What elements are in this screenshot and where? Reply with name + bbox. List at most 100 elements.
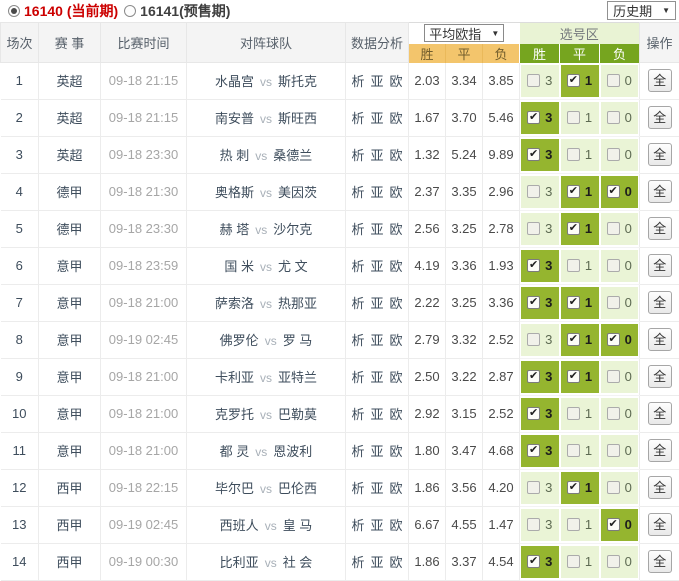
analysis-link[interactable]: 析 (351, 518, 364, 533)
analysis-link[interactable]: 析 (351, 74, 364, 89)
pick-win-cell[interactable]: 3 (520, 247, 560, 284)
analysis-link[interactable]: 析 (351, 148, 364, 163)
pick-draw-cell[interactable]: 1 (560, 210, 600, 247)
analysis-link[interactable]: 析 (351, 370, 364, 385)
asian-odds-link[interactable]: 亚 (370, 259, 383, 274)
pick-lose-cell[interactable]: 0 (600, 358, 640, 395)
european-odds-link[interactable]: 欧 (390, 296, 403, 311)
analysis-link[interactable]: 析 (351, 296, 364, 311)
period-current-option[interactable]: 16140 (当前期) (8, 1, 118, 21)
european-odds-link[interactable]: 欧 (390, 481, 403, 496)
select-all-button[interactable]: 全 (648, 513, 672, 536)
pick-lose-cell[interactable]: 0 (600, 469, 640, 506)
analysis-link[interactable]: 析 (351, 111, 364, 126)
select-all-button[interactable]: 全 (648, 69, 672, 92)
pick-win-cell[interactable]: 3 (520, 284, 560, 321)
select-all-button[interactable]: 全 (648, 402, 672, 425)
analysis-link[interactable]: 析 (351, 259, 364, 274)
select-all-button[interactable]: 全 (648, 439, 672, 462)
asian-odds-link[interactable]: 亚 (370, 222, 383, 237)
pick-lose-cell[interactable]: 0 (600, 506, 640, 543)
select-all-button[interactable]: 全 (648, 217, 672, 240)
asian-odds-link[interactable]: 亚 (370, 555, 383, 570)
analysis-link[interactable]: 析 (351, 555, 364, 570)
pick-draw-cell[interactable]: 1 (560, 136, 600, 173)
analysis-link[interactable]: 析 (351, 481, 364, 496)
pick-lose-cell[interactable]: 0 (600, 173, 640, 210)
select-all-button[interactable]: 全 (648, 291, 672, 314)
odds-type-select[interactable]: 平均欧指 ▼ (424, 24, 504, 42)
pick-draw-cell[interactable]: 1 (560, 173, 600, 210)
european-odds-link[interactable]: 欧 (390, 259, 403, 274)
pick-draw-cell[interactable]: 1 (560, 99, 600, 136)
pick-win-cell[interactable]: 3 (520, 321, 560, 358)
asian-odds-link[interactable]: 亚 (370, 148, 383, 163)
asian-odds-link[interactable]: 亚 (370, 74, 383, 89)
european-odds-link[interactable]: 欧 (390, 518, 403, 533)
select-all-button[interactable]: 全 (648, 365, 672, 388)
pick-win-cell[interactable]: 3 (520, 543, 560, 580)
pick-draw-cell[interactable]: 1 (560, 506, 600, 543)
analysis-link[interactable]: 析 (351, 407, 364, 422)
pick-win-cell[interactable]: 3 (520, 136, 560, 173)
analysis-link[interactable]: 析 (351, 222, 364, 237)
pick-lose-cell[interactable]: 0 (600, 284, 640, 321)
asian-odds-link[interactable]: 亚 (370, 481, 383, 496)
history-period-select[interactable]: 历史期 ▼ (607, 1, 676, 20)
pick-win-cell[interactable]: 3 (520, 432, 560, 469)
analysis-link[interactable]: 析 (351, 444, 364, 459)
pick-lose-cell[interactable]: 0 (600, 321, 640, 358)
select-all-button[interactable]: 全 (648, 476, 672, 499)
pick-draw-cell[interactable]: 1 (560, 395, 600, 432)
pick-lose-cell[interactable]: 0 (600, 63, 640, 100)
select-all-button[interactable]: 全 (648, 180, 672, 203)
asian-odds-link[interactable]: 亚 (370, 333, 383, 348)
asian-odds-link[interactable]: 亚 (370, 518, 383, 533)
asian-odds-link[interactable]: 亚 (370, 111, 383, 126)
select-all-button[interactable]: 全 (648, 254, 672, 277)
asian-odds-link[interactable]: 亚 (370, 407, 383, 422)
analysis-link[interactable]: 析 (351, 185, 364, 200)
select-all-button[interactable]: 全 (648, 328, 672, 351)
pick-draw-cell[interactable]: 1 (560, 469, 600, 506)
european-odds-link[interactable]: 欧 (390, 333, 403, 348)
pick-draw-cell[interactable]: 1 (560, 284, 600, 321)
pick-draw-cell[interactable]: 1 (560, 358, 600, 395)
analysis-link[interactable]: 析 (351, 333, 364, 348)
period-presale-option[interactable]: 16141(预售期) (124, 1, 230, 21)
pick-win-cell[interactable]: 3 (520, 506, 560, 543)
european-odds-link[interactable]: 欧 (390, 444, 403, 459)
pick-draw-cell[interactable]: 1 (560, 63, 600, 100)
pick-draw-cell[interactable]: 1 (560, 543, 600, 580)
asian-odds-link[interactable]: 亚 (370, 370, 383, 385)
pick-win-cell[interactable]: 3 (520, 210, 560, 247)
pick-win-cell[interactable]: 3 (520, 99, 560, 136)
pick-lose-cell[interactable]: 0 (600, 395, 640, 432)
pick-lose-cell[interactable]: 0 (600, 99, 640, 136)
pick-draw-cell[interactable]: 1 (560, 432, 600, 469)
pick-lose-cell[interactable]: 0 (600, 432, 640, 469)
european-odds-link[interactable]: 欧 (390, 370, 403, 385)
european-odds-link[interactable]: 欧 (390, 74, 403, 89)
asian-odds-link[interactable]: 亚 (370, 444, 383, 459)
pick-lose-cell[interactable]: 0 (600, 210, 640, 247)
pick-win-cell[interactable]: 3 (520, 173, 560, 210)
select-all-button[interactable]: 全 (648, 143, 672, 166)
select-all-button[interactable]: 全 (648, 550, 672, 573)
european-odds-link[interactable]: 欧 (390, 185, 403, 200)
pick-win-cell[interactable]: 3 (520, 469, 560, 506)
pick-lose-cell[interactable]: 0 (600, 543, 640, 580)
european-odds-link[interactable]: 欧 (390, 407, 403, 422)
pick-win-cell[interactable]: 3 (520, 63, 560, 100)
pick-lose-cell[interactable]: 0 (600, 136, 640, 173)
european-odds-link[interactable]: 欧 (390, 555, 403, 570)
european-odds-link[interactable]: 欧 (390, 222, 403, 237)
european-odds-link[interactable]: 欧 (390, 111, 403, 126)
pick-draw-cell[interactable]: 1 (560, 247, 600, 284)
pick-lose-cell[interactable]: 0 (600, 247, 640, 284)
pick-draw-cell[interactable]: 1 (560, 321, 600, 358)
european-odds-link[interactable]: 欧 (390, 148, 403, 163)
asian-odds-link[interactable]: 亚 (370, 185, 383, 200)
pick-win-cell[interactable]: 3 (520, 358, 560, 395)
asian-odds-link[interactable]: 亚 (370, 296, 383, 311)
